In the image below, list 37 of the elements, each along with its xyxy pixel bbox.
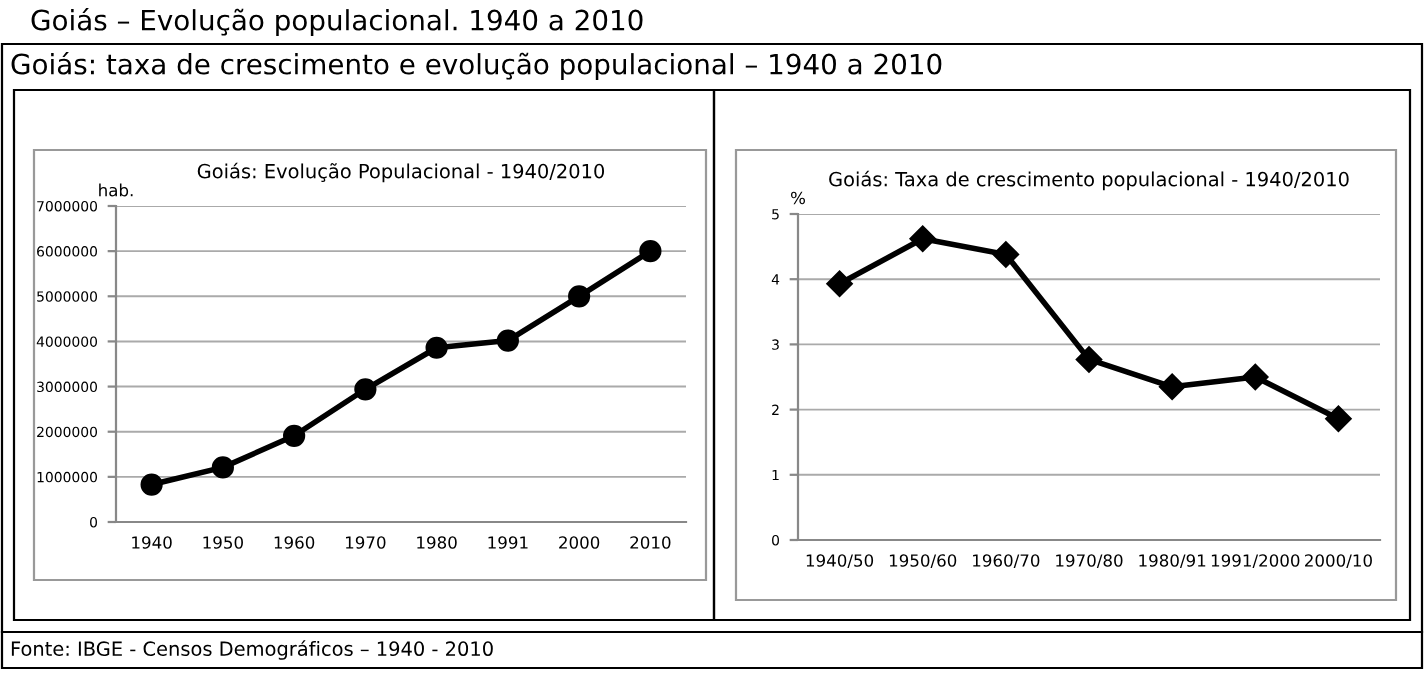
x-tick-label: 1980/91 <box>1139 554 1206 569</box>
point <box>283 424 306 447</box>
point <box>140 473 163 496</box>
point <box>1158 373 1186 400</box>
point <box>639 240 662 263</box>
x-tick-label: 1991 <box>488 536 528 549</box>
x-tick-label: 1960/70 <box>973 554 1040 569</box>
point <box>568 285 591 308</box>
text: Goiás – Evolução populacional. 1940 a 2010 <box>31 8 643 36</box>
point <box>992 241 1020 268</box>
point <box>496 329 519 352</box>
chart-title: Goiás: Evolução Populacional - 1940/2010 <box>197 162 605 183</box>
source-note: Fonte: IBGE - Censos Demográficos – 1940 - 2010 <box>11 640 493 660</box>
x-tick-label: 1980 <box>417 536 457 549</box>
point <box>826 270 853 297</box>
point <box>425 336 448 359</box>
x-tick-label: 1991/2000 <box>1211 554 1300 569</box>
text: Goiás: taxa de crescimento e evolução populacional – 1940 a 2010 <box>11 52 942 80</box>
x-tick-label: 1950/60 <box>889 554 957 569</box>
x-tick-label: 1970 <box>346 536 386 549</box>
x-tick-label: 1950 <box>203 536 243 549</box>
y-axis-title: % <box>791 191 805 205</box>
point <box>354 378 377 401</box>
point <box>211 456 234 479</box>
y-axis-title: hab. <box>99 183 133 197</box>
x-tick-label: 2000/10 <box>1305 554 1372 569</box>
point <box>1075 346 1103 373</box>
x-tick-label: 1960 <box>274 536 315 549</box>
point <box>1242 363 1269 391</box>
point <box>1325 405 1352 432</box>
x-tick-label: 2010 <box>630 536 671 549</box>
chart-title: Goiás: Taxa de crescimento populacional - 1940/2010 <box>829 170 1349 191</box>
x-tick-label: 1940 <box>132 536 172 549</box>
x-tick-label: 2000 <box>559 536 600 549</box>
x-tick-label: 1940/50 <box>806 554 874 569</box>
point <box>909 225 936 252</box>
x-tick-label: 1970/80 <box>1056 554 1123 569</box>
